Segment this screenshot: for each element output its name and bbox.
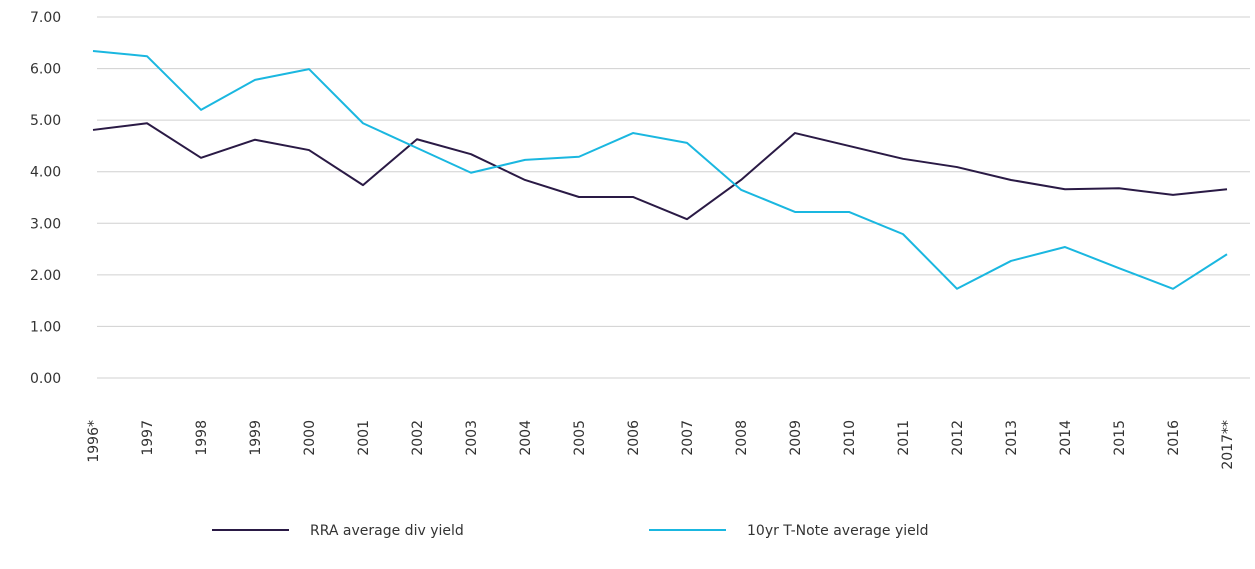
y-tick-label: 2.00 [30,268,61,284]
x-tick-label: 2009 [788,420,804,456]
x-tick-label: 2006 [626,420,642,456]
series-line [92,50,1228,290]
y-tick-label: 0.00 [30,371,61,387]
x-tick-label: 2000 [302,420,318,456]
legend-label: RRA average div yield [310,523,464,539]
x-tick-label: 2004 [518,420,534,456]
y-tick-label: 1.00 [30,319,61,335]
x-tick-label: 1996* [86,420,102,463]
x-tick-label: 2014 [1058,420,1074,456]
x-tick-label: 2010 [842,420,858,456]
x-tick-label: 2012 [950,420,966,456]
x-tick-label: 2015 [1112,420,1128,456]
x-tick-label: 1999 [248,420,264,456]
x-tick-label: 2002 [410,420,426,456]
y-tick-label: 7.00 [30,10,61,26]
legend-label: 10yr T-Note average yield [747,523,929,539]
x-tick-label: 2008 [734,420,750,456]
x-tick-label: 1997 [140,420,156,456]
x-tick-label: 2017** [1220,420,1236,470]
y-tick-label: 3.00 [30,216,61,232]
x-tick-label: 2007 [680,420,696,456]
x-tick-label: 2001 [356,420,372,456]
x-tick-label: 1998 [194,420,210,456]
y-tick-label: 5.00 [30,113,61,129]
x-tick-label: 2011 [896,420,912,456]
y-tick-label: 4.00 [30,165,61,181]
series-line [92,122,1228,221]
y-tick-label: 6.00 [30,62,61,78]
x-tick-label: 2003 [464,420,480,456]
x-tick-label: 2013 [1004,420,1020,456]
x-tick-label: 2016 [1166,420,1182,456]
x-tick-label: 2005 [572,420,588,456]
